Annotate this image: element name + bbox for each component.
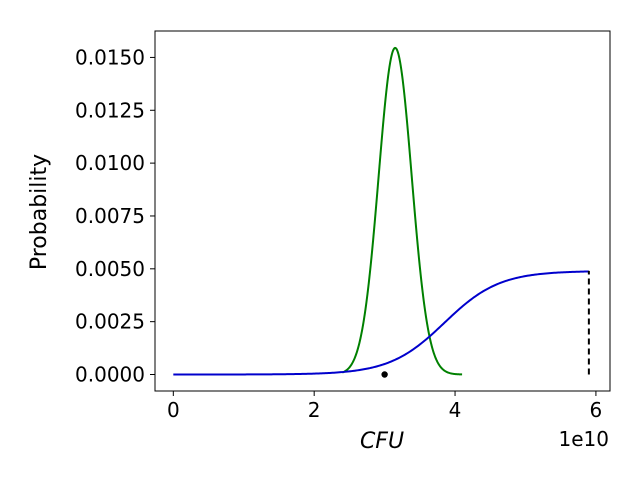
x-tick-label: 6 xyxy=(590,398,603,422)
x-tick-label: 2 xyxy=(308,398,321,422)
y-tick-label: 0.0125 xyxy=(75,98,145,122)
y-axis-label: Probability xyxy=(27,154,52,270)
marker-layer xyxy=(381,270,590,378)
series-line-logistic xyxy=(173,270,589,376)
x-tick-label: 4 xyxy=(449,398,462,422)
series-layer xyxy=(173,46,589,376)
x-axis-label: CFU xyxy=(360,429,404,454)
x-axis: 0 2 4 6 xyxy=(167,391,602,422)
y-tick-label: 0.0100 xyxy=(75,151,145,175)
y-tick-label: 0.0075 xyxy=(75,204,145,228)
y-tick-label: 0.0050 xyxy=(75,257,145,281)
series-line-gaussian xyxy=(341,46,463,376)
plot-area xyxy=(154,30,611,392)
x-tick-label: 0 xyxy=(167,398,180,422)
y-axis: 0.0000 0.0025 0.0050 0.0075 0.0100 0.0125 0.01… xyxy=(75,45,155,387)
y-tick-label: 0.0150 xyxy=(75,45,145,69)
y-tick-label: 0.0000 xyxy=(75,363,145,387)
data-point-marker xyxy=(381,371,388,378)
x-axis-offset-label: 1e10 xyxy=(559,427,609,451)
y-tick-label: 0.0025 xyxy=(75,310,145,334)
